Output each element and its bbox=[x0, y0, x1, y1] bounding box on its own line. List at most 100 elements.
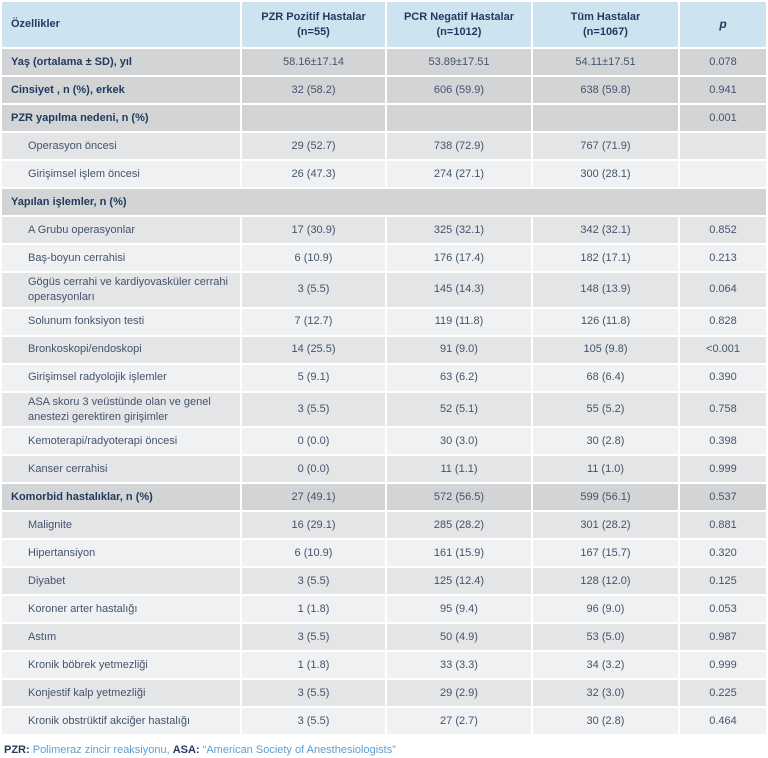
cell-p-value: 0.999 bbox=[680, 652, 766, 679]
cell-pcr-negatif: 27 (2.7) bbox=[387, 708, 531, 735]
cell-tum-hastalar bbox=[533, 105, 678, 131]
cell-pcr-negatif: 53.89±17.51 bbox=[387, 49, 531, 75]
cell-pcr-negatif: 738 (72.9) bbox=[387, 133, 531, 159]
cell-pcr-negatif: 50 (4.9) bbox=[387, 624, 531, 651]
table-row: Diyabet 3 (5.5) 125 (12.4) 128 (12.0) 0.125 bbox=[2, 568, 766, 595]
row-label: Kanser cerrahisi bbox=[2, 456, 240, 483]
row-label: Gögüs cerrahi ve kardiyovasküler cerrahi… bbox=[2, 273, 240, 307]
cell-pzr-pozitif: 3 (5.5) bbox=[242, 568, 385, 595]
cell-tum-hastalar: 105 (9.8) bbox=[533, 336, 678, 363]
section-label: PZR yapılma nedeni, n (%) bbox=[2, 105, 240, 131]
column-header-n: (n=1012) bbox=[436, 25, 482, 38]
cell-tum-hastalar: 96 (9.0) bbox=[533, 596, 678, 623]
cell-pzr-pozitif: 5 (9.1) bbox=[242, 364, 385, 391]
cell-p-value: 0.078 bbox=[680, 49, 766, 75]
row-label: ASA skoru 3 veüstünde olan ve genel anes… bbox=[2, 392, 240, 427]
cell-p-value bbox=[680, 133, 766, 159]
cell-pzr-pozitif: 1 (1.8) bbox=[242, 596, 385, 623]
table-row: Baş-boyun cerrahisi 6 (10.9) 176 (17.4) 182… bbox=[2, 245, 766, 271]
footnote-abbrev-pzr: PZR: bbox=[4, 744, 30, 757]
table-row: Kanser cerrahisi 0 (0.0) 11 (1.1) 11 (1.0) 0… bbox=[2, 456, 766, 483]
cell-pzr-pozitif: 0 (0.0) bbox=[242, 428, 385, 455]
cell-pzr-pozitif: 6 (10.9) bbox=[242, 540, 385, 567]
section-label: Yaş (ortalama ± SD), yıl bbox=[2, 49, 240, 75]
cell-p-value: 0.225 bbox=[680, 680, 766, 707]
cell-tum-hastalar: 55 (5.2) bbox=[533, 392, 678, 427]
column-header-label: PZR Pozitif Hastalar bbox=[261, 10, 366, 23]
cell-pcr-negatif: 33 (3.3) bbox=[387, 652, 531, 679]
column-header-n: (n=1067) bbox=[583, 25, 628, 38]
cell-pzr-pozitif: 3 (5.5) bbox=[242, 273, 385, 307]
table-row: Girişimsel radyolojik işlemler 5 (9.1) 63 … bbox=[2, 364, 766, 391]
footnote-text: “American Society of Anesthesiologists” bbox=[199, 744, 396, 757]
cell-p-value: 0.881 bbox=[680, 512, 766, 539]
column-header-label: Özellikler bbox=[11, 18, 60, 31]
cell-pzr-pozitif: 3 (5.5) bbox=[242, 708, 385, 735]
cell-tum-hastalar: 148 (13.9) bbox=[533, 273, 678, 307]
cell-pzr-pozitif: 14 (25.5) bbox=[242, 336, 385, 363]
cell-tum-hastalar: 167 (15.7) bbox=[533, 540, 678, 567]
cell-tum-hastalar: 300 (28.1) bbox=[533, 161, 678, 187]
cell-tum-hastalar: 182 (17.1) bbox=[533, 245, 678, 271]
table-row: Kronik böbrek yetmezliği 1 (1.8) 33 (3.3) 3… bbox=[2, 652, 766, 679]
table-row: Konjestif kalp yetmezliği 3 (5.5) 29 (2.9)… bbox=[2, 680, 766, 707]
cell-pzr-pozitif: 0 (0.0) bbox=[242, 456, 385, 483]
cell-pcr-negatif: 29 (2.9) bbox=[387, 680, 531, 707]
row-label: Girişimsel işlem öncesi bbox=[2, 161, 240, 187]
cell-tum-hastalar: 599 (56.1) bbox=[533, 484, 678, 511]
abbreviations-footnote: PZR: Polimeraz zincir reaksiyonu, ASA: “… bbox=[0, 743, 768, 757]
column-header-label: p bbox=[719, 17, 727, 32]
cell-p-value: 0.001 bbox=[680, 105, 766, 131]
table-row: Astım 3 (5.5) 50 (4.9) 53 (5.0) 0.987 bbox=[2, 624, 766, 651]
row-label: Hipertansiyon bbox=[2, 540, 240, 567]
cell-pzr-pozitif bbox=[242, 105, 385, 131]
table-row: Kemoterapi/radyoterapi öncesi 0 (0.0) 30 (… bbox=[2, 428, 766, 455]
row-label: Operasyon öncesi bbox=[2, 133, 240, 159]
cell-pcr-negatif: 119 (11.8) bbox=[387, 308, 531, 335]
cell-tum-hastalar: 126 (11.8) bbox=[533, 308, 678, 335]
table-body: Yaş (ortalama ± SD), yıl 58.16±17.14 53.89… bbox=[2, 49, 766, 735]
cell-tum-hastalar: 342 (32.1) bbox=[533, 217, 678, 243]
cell-p-value: 0.125 bbox=[680, 568, 766, 595]
cell-pzr-pozitif: 1 (1.8) bbox=[242, 652, 385, 679]
cell-p-value: 0.053 bbox=[680, 596, 766, 623]
row-label: Astım bbox=[2, 624, 240, 651]
header-row: Özellikler PZR Pozitif Hastalar (n=55) P… bbox=[2, 2, 766, 47]
cell-pcr-negatif: 325 (32.1) bbox=[387, 217, 531, 243]
row-label: Baş-boyun cerrahisi bbox=[2, 245, 240, 271]
table-row: ASA skoru 3 veüstünde olan ve genel anes… bbox=[2, 392, 766, 427]
cell-pcr-negatif: 63 (6.2) bbox=[387, 364, 531, 391]
section-label: Yapılan işlemler, n (%) bbox=[2, 189, 766, 215]
section-row: Komorbid hastalıklar, n (%) 27 (49.1) 572 … bbox=[2, 484, 766, 511]
cell-p-value: 0.390 bbox=[680, 364, 766, 391]
row-label: Solunum fonksiyon testi bbox=[2, 308, 240, 335]
column-header-label: Tüm Hastalar bbox=[570, 10, 641, 23]
cell-pcr-negatif: 145 (14.3) bbox=[387, 273, 531, 307]
section-row: Yaş (ortalama ± SD), yıl 58.16±17.14 53.89… bbox=[2, 49, 766, 75]
row-label: Kronik böbrek yetmezliği bbox=[2, 652, 240, 679]
row-label: A Grubu operasyonlar bbox=[2, 217, 240, 243]
cell-pcr-negatif: 606 (59.9) bbox=[387, 77, 531, 103]
cell-pzr-pozitif: 3 (5.5) bbox=[242, 624, 385, 651]
section-row: PZR yapılma nedeni, n (%) 0.001 bbox=[2, 105, 766, 131]
row-label: Kemoterapi/radyoterapi öncesi bbox=[2, 428, 240, 455]
cell-p-value: 0.064 bbox=[680, 273, 766, 307]
cell-pcr-negatif: 572 (56.5) bbox=[387, 484, 531, 511]
section-label: Cinsiyet , n (%), erkek bbox=[2, 77, 240, 103]
cell-p-value: 0.852 bbox=[680, 217, 766, 243]
cell-pcr-negatif: 91 (9.0) bbox=[387, 336, 531, 363]
cell-pcr-negatif: 11 (1.1) bbox=[387, 456, 531, 483]
cell-tum-hastalar: 638 (59.8) bbox=[533, 77, 678, 103]
column-header-tum-hastalar: Tüm Hastalar (n=1067) bbox=[533, 2, 678, 47]
cell-tum-hastalar: 11 (1.0) bbox=[533, 456, 678, 483]
cell-p-value bbox=[680, 161, 766, 187]
cell-tum-hastalar: 128 (12.0) bbox=[533, 568, 678, 595]
cell-tum-hastalar: 34 (3.2) bbox=[533, 652, 678, 679]
cell-pcr-negatif: 176 (17.4) bbox=[387, 245, 531, 271]
row-label: Diyabet bbox=[2, 568, 240, 595]
cell-pzr-pozitif: 27 (49.1) bbox=[242, 484, 385, 511]
table-row: Solunum fonksiyon testi 7 (12.7) 119 (11.8… bbox=[2, 308, 766, 335]
cell-pzr-pozitif: 7 (12.7) bbox=[242, 308, 385, 335]
cell-p-value: 0.828 bbox=[680, 308, 766, 335]
table-header: Özellikler PZR Pozitif Hastalar (n=55) P… bbox=[2, 2, 766, 47]
